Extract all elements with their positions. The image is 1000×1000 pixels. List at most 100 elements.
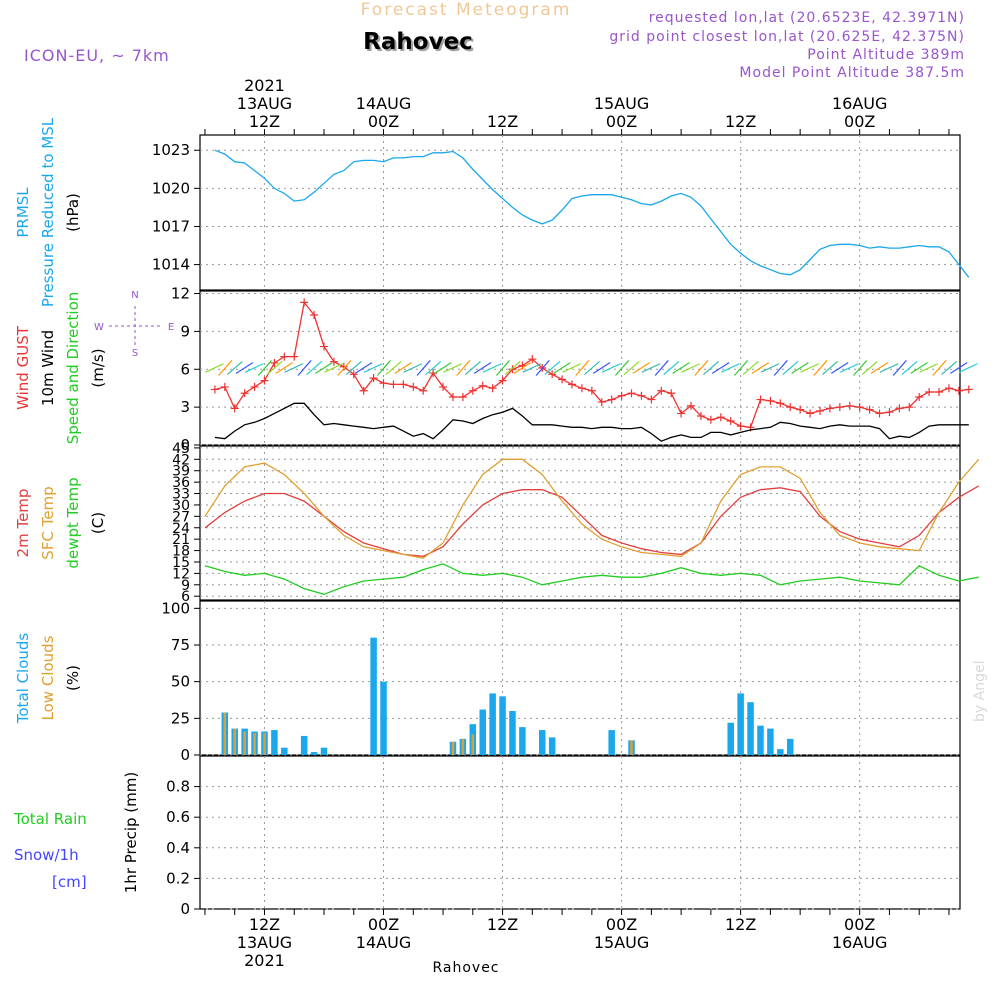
wind-direction-arrow <box>575 360 590 376</box>
time-label-top: 12Z <box>249 112 280 131</box>
time-label-bottom: 15AUG <box>594 933 649 952</box>
wind-direction-arrow <box>742 360 759 375</box>
ytick-label: 6 <box>181 589 190 605</box>
ytick-label: 21 <box>172 532 190 548</box>
series-line-dewpt-temp <box>204 563 979 595</box>
gust-marker <box>587 386 596 395</box>
gust-marker <box>399 380 408 389</box>
legend-text: Snow/1h <box>14 846 79 864</box>
gust-marker <box>944 384 953 393</box>
gust-marker <box>935 387 944 396</box>
gust-marker <box>379 379 388 388</box>
cloud-bar-total <box>727 722 734 755</box>
cloud-bar-low <box>243 731 246 755</box>
panel-frame <box>199 600 961 756</box>
panel-1: 1014 1017 1020 1023 PRMSL Pressure Reduced to… <box>14 117 970 307</box>
ylabel-text: Pressure Reduced to MSL <box>39 117 57 307</box>
gust-marker <box>647 395 656 404</box>
gust-marker <box>389 380 398 389</box>
gust-marker <box>577 384 586 393</box>
legend-text: Total Rain <box>13 810 87 828</box>
wind-direction-arrow <box>425 360 442 375</box>
ylabel-text: Low Clouds <box>39 635 57 720</box>
wind-direction-arrow <box>734 360 749 376</box>
ytick-label: 6 <box>180 360 190 378</box>
ytick-label: 75 <box>171 636 190 654</box>
gust-marker <box>409 382 418 391</box>
wind-direction-arrow <box>205 363 224 373</box>
cloud-bar-total <box>271 730 278 755</box>
wind-direction-arrow <box>791 362 809 374</box>
gust-marker <box>954 386 963 395</box>
time-label-top: 13AUG <box>237 94 292 113</box>
ylabel-text: (C) <box>89 512 107 534</box>
gust-marker <box>925 387 934 396</box>
ytick-label: 0 <box>180 436 190 454</box>
gust-marker <box>240 389 249 398</box>
gust-marker <box>558 375 567 384</box>
subtitle: Forecast Meteogram <box>361 0 572 20</box>
time-label-top: 00Z <box>844 112 875 131</box>
wind-direction-arrow <box>654 360 669 376</box>
time-label-top: 2021 <box>244 76 285 95</box>
ytick-label: 12 <box>171 285 190 303</box>
ylabel-text: 10m Wind <box>39 330 57 406</box>
gust-marker <box>369 374 378 383</box>
cloud-bar-low <box>253 733 256 755</box>
gust-marker <box>548 370 557 379</box>
wind-direction-arrow <box>522 363 542 373</box>
gust-marker <box>825 404 834 413</box>
gust-marker <box>458 393 467 402</box>
time-label-bottom: 00Z <box>368 915 399 934</box>
wind-direction-arrow <box>879 363 899 373</box>
gust-marker <box>488 384 497 393</box>
gust-marker <box>349 370 358 379</box>
wind-direction-arrow <box>813 360 828 376</box>
time-label-bottom: 00Z <box>606 915 637 934</box>
wind-direction-arrow <box>910 362 928 374</box>
ytick-label: 15 <box>172 555 190 571</box>
gust-marker <box>786 403 795 412</box>
wind-direction-arrow <box>544 360 561 375</box>
gust-marker <box>776 399 785 408</box>
gust-marker <box>498 376 507 385</box>
ylabel-text: Speed and Direction <box>64 292 82 445</box>
panel-4: 0 25 50 75 100 Total Clouds Low Clouds (%) <box>14 599 961 764</box>
panel-frame <box>199 445 961 601</box>
gust-marker <box>637 391 646 400</box>
series-line-sfc-temp <box>204 458 980 559</box>
ylabel-text: (hPa) <box>64 193 82 232</box>
wind-direction-arrow <box>218 360 233 376</box>
time-label-bottom: 12Z <box>249 915 280 934</box>
ylabel-text: SFC Temp <box>39 486 57 559</box>
wind-direction-arrow <box>244 363 264 373</box>
cloud-bar-total <box>786 738 794 755</box>
cloud-bar-low <box>461 738 465 755</box>
time-label-top: 16AUG <box>832 94 887 113</box>
wind-direction-arrow <box>614 360 630 376</box>
gust-marker <box>736 422 745 431</box>
ytick-label: 1017 <box>152 217 190 235</box>
time-label-top: 14AUG <box>356 94 411 113</box>
wind-direction-arrow <box>363 363 383 373</box>
gust-marker <box>250 382 259 391</box>
cloud-bar-total <box>767 728 774 755</box>
gust-marker <box>607 395 616 404</box>
wind-direction-arrow <box>853 360 868 376</box>
gust-marker <box>320 342 328 351</box>
gust-marker <box>310 310 319 319</box>
gust-marker <box>895 404 904 413</box>
wind-direction-arrow <box>830 362 849 374</box>
ylabel-text: (m/s) <box>89 348 107 387</box>
wind-direction-arrow <box>782 360 799 375</box>
wind-direction-arrow <box>720 363 740 373</box>
wind-direction-arrow <box>324 363 343 373</box>
compass-e: E <box>168 322 174 333</box>
gust-marker <box>448 393 457 402</box>
ylabel-text: (%) <box>64 665 82 691</box>
time-label-top: 12Z <box>725 112 756 131</box>
gust-marker <box>300 298 309 307</box>
wind-direction-arrow <box>345 360 362 375</box>
wind-direction-arrow <box>275 362 293 374</box>
